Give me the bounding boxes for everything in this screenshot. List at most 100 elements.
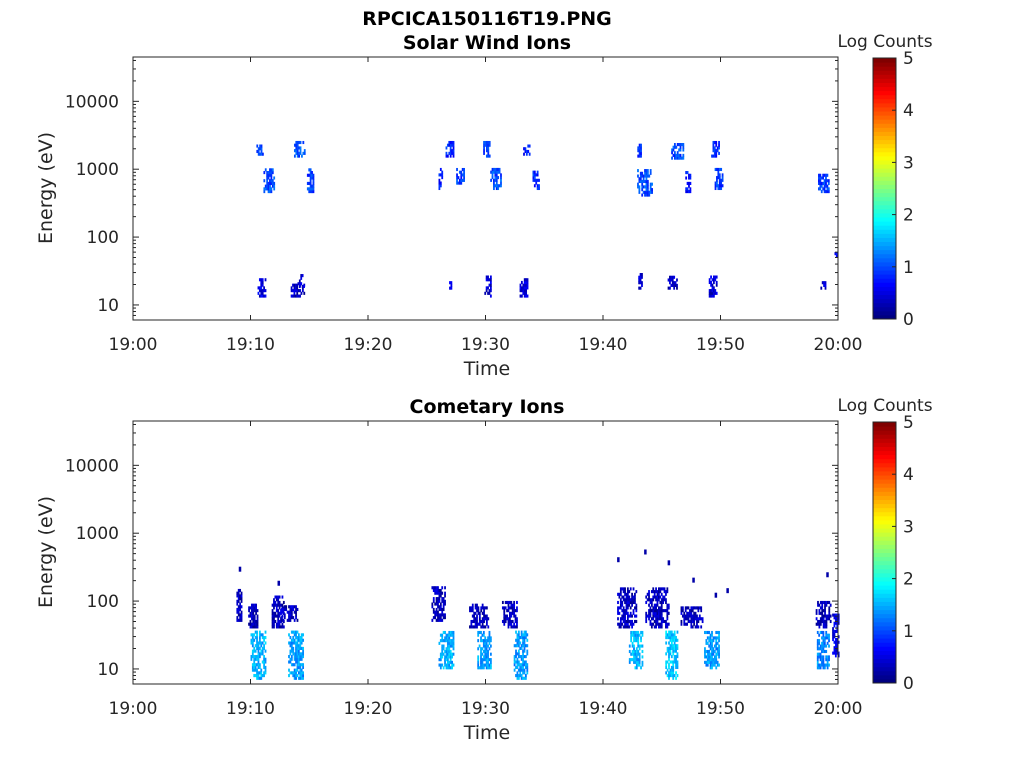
spectrogram-cell xyxy=(711,154,713,158)
spectrogram-cell xyxy=(676,286,678,290)
spectrogram-cell xyxy=(712,658,715,662)
spectrogram-cell xyxy=(618,595,621,599)
spectrogram-cell xyxy=(640,154,642,158)
spectrogram-cell xyxy=(705,630,708,635)
spectrogram-cell xyxy=(638,660,641,664)
spectrogram-cell xyxy=(254,649,257,653)
spectrogram-cell xyxy=(638,143,641,147)
spectrogram-cell xyxy=(684,622,687,626)
spectrogram-cell xyxy=(259,147,261,151)
spectrogram-cell xyxy=(282,618,285,622)
spectrogram-cell xyxy=(672,646,675,650)
spectrogram-cell xyxy=(715,641,718,645)
spectrogram-cell xyxy=(641,644,644,648)
spectrogram-cell xyxy=(296,140,299,145)
spectrogram-cell xyxy=(640,143,642,147)
spectrogram-cell xyxy=(680,619,683,624)
spectrogram-cell xyxy=(526,280,529,285)
spectrogram-cell xyxy=(720,184,723,188)
spectrogram-cell xyxy=(712,286,715,290)
spectrogram-cell xyxy=(628,600,631,605)
spectrogram-cell xyxy=(708,660,711,664)
spectrogram-cell xyxy=(258,294,261,298)
spectrogram-cell xyxy=(253,649,256,653)
spectrogram-cell xyxy=(833,624,836,628)
spectrogram-cell xyxy=(706,652,709,656)
spectrogram-cell xyxy=(523,655,526,659)
spectrogram-cell xyxy=(456,176,458,180)
spectrogram-cell xyxy=(300,646,303,650)
spectrogram-cell xyxy=(642,174,645,178)
spectrogram-cell xyxy=(261,674,264,678)
spectrogram-cell xyxy=(716,660,719,664)
spectrogram-cell xyxy=(822,614,825,618)
spectrogram-cell xyxy=(524,633,527,637)
spectrogram-cell xyxy=(239,607,242,612)
spectrogram-cell xyxy=(624,600,626,605)
spectrogram-cell xyxy=(619,625,622,629)
spectrogram-cell xyxy=(260,291,263,295)
y-axis-label-cometary: Energy (eV) xyxy=(35,496,57,608)
spectrogram-cell xyxy=(249,606,252,610)
spectrogram-cell xyxy=(280,603,282,607)
spectrogram-cell xyxy=(445,666,448,670)
spectrogram-cell xyxy=(507,606,510,610)
spectrogram-cell xyxy=(474,606,477,610)
spectrogram-cell xyxy=(480,606,483,610)
spectrogram-cell xyxy=(483,146,485,150)
spectrogram-cell xyxy=(826,179,829,183)
spectrogram-cell xyxy=(515,630,517,634)
spectrogram-cell xyxy=(635,639,638,643)
spectrogram-cell xyxy=(441,586,444,590)
spectrogram-cell xyxy=(825,600,828,605)
spectrogram-cell xyxy=(834,648,837,652)
spectrogram-cell xyxy=(670,674,673,678)
spectrogram-cell xyxy=(644,549,647,555)
spectrogram-cell xyxy=(489,639,492,643)
spectrogram-cell xyxy=(640,666,642,670)
spectrogram-cell xyxy=(639,281,642,285)
colorbar-segment xyxy=(873,479,896,484)
spectrogram-cell xyxy=(822,625,825,629)
colorbar-segment xyxy=(873,168,896,173)
spectrogram-cell xyxy=(280,625,282,629)
spectrogram-cell xyxy=(470,609,473,613)
spectrogram-cell xyxy=(452,644,455,648)
spectrogram-cell xyxy=(522,657,524,661)
spectrogram-cell xyxy=(302,633,305,637)
spectrogram-cell xyxy=(487,652,489,656)
spectrogram-cell xyxy=(697,625,700,629)
spectrogram-cell xyxy=(469,606,471,610)
spectrogram-cell xyxy=(485,641,488,645)
spectrogram-cell xyxy=(483,609,485,613)
spectrogram-cell xyxy=(626,595,629,599)
spectrogram-cell xyxy=(827,179,830,183)
spectrogram-cell xyxy=(630,658,633,662)
spectrogram-cell xyxy=(441,599,444,603)
spectrogram-cell xyxy=(522,671,524,675)
spectrogram-cell xyxy=(834,613,837,617)
spectrogram-cell xyxy=(519,663,522,667)
spectrogram-cell xyxy=(253,655,256,659)
spectrogram-cell xyxy=(824,603,826,607)
spectrogram-cell xyxy=(267,190,270,194)
spectrogram-cell xyxy=(289,605,292,609)
spectrogram-cell xyxy=(673,649,676,653)
colorbar-segment xyxy=(873,658,896,664)
spectrogram-cell xyxy=(697,619,700,624)
spectrogram-cell xyxy=(818,603,821,607)
spectrogram-cell xyxy=(515,644,517,648)
spectrogram-cell xyxy=(711,652,713,656)
spectrogram-cell xyxy=(833,651,836,655)
spectrogram-cell xyxy=(497,170,500,174)
spectrogram-cell xyxy=(524,644,527,648)
colorbar-segment xyxy=(873,131,896,136)
colorbar-segment xyxy=(873,605,896,611)
spectrogram-cell xyxy=(668,655,670,659)
spectrogram-cell xyxy=(532,170,535,174)
spectrogram-cell xyxy=(525,149,528,154)
spectrogram-cell xyxy=(485,619,488,624)
spectrogram-cell xyxy=(821,614,824,618)
spectrogram-cell xyxy=(296,151,299,155)
